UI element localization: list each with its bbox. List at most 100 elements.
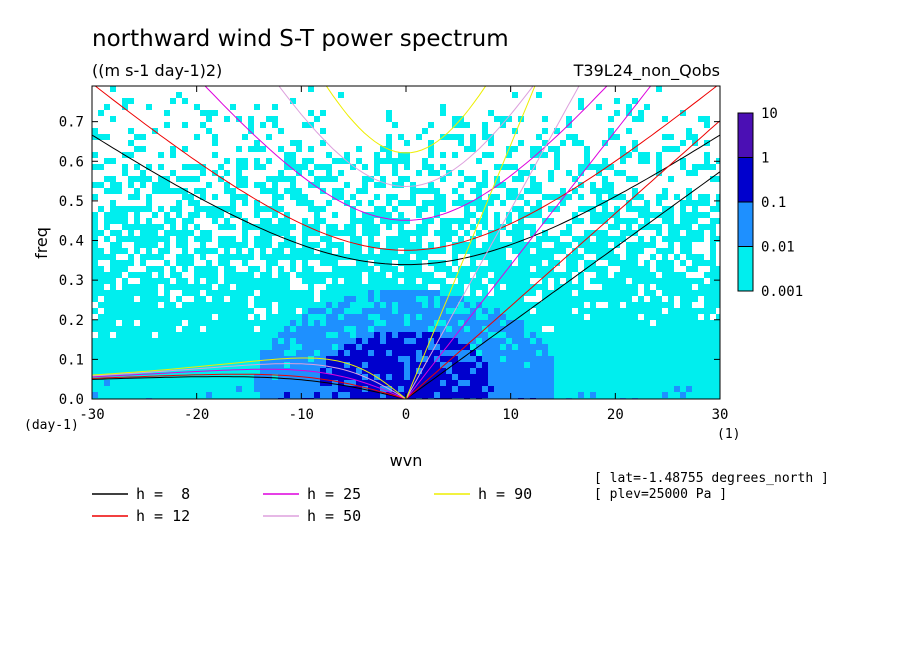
power-cell <box>422 128 428 134</box>
power-cell <box>614 236 620 242</box>
power-cell <box>518 344 524 350</box>
power-cell <box>710 164 716 170</box>
power-cell <box>608 164 614 170</box>
power-cell <box>416 242 422 248</box>
power-cell <box>710 374 716 380</box>
power-cell <box>248 254 254 260</box>
power-cell <box>458 308 464 314</box>
power-cell <box>674 224 680 230</box>
power-cell <box>446 230 452 236</box>
power-cell <box>410 302 416 308</box>
power-cell <box>308 248 314 254</box>
power-cell <box>242 356 248 362</box>
power-cell <box>626 266 632 272</box>
inertia-gravity-curve-h12 <box>94 86 718 251</box>
power-cell <box>620 386 626 392</box>
power-cell <box>404 362 410 368</box>
power-cell <box>326 176 332 182</box>
power-cell <box>422 368 428 374</box>
power-cell <box>524 374 530 380</box>
power-cell <box>380 302 386 308</box>
power-cell <box>194 302 200 308</box>
power-cell <box>272 320 278 326</box>
power-cell <box>602 338 608 344</box>
power-cell <box>332 344 338 350</box>
power-cell <box>596 386 602 392</box>
power-cell <box>350 392 356 398</box>
power-cell <box>272 212 278 218</box>
power-cell <box>290 380 296 386</box>
power-cell <box>416 338 422 344</box>
power-cell <box>482 224 488 230</box>
power-cell <box>578 290 584 296</box>
power-cell <box>188 200 194 206</box>
power-cell <box>572 350 578 356</box>
power-cell <box>320 368 326 374</box>
power-cell <box>98 254 104 260</box>
power-cell <box>98 332 104 338</box>
power-cell <box>290 332 296 338</box>
power-cell <box>188 164 194 170</box>
power-cell <box>254 278 260 284</box>
power-cell <box>146 338 152 344</box>
power-cell <box>182 302 188 308</box>
power-cell <box>356 146 362 152</box>
power-cell <box>446 332 452 338</box>
power-cell <box>398 350 404 356</box>
power-cell <box>134 290 140 296</box>
power-cell <box>158 266 164 272</box>
power-cell <box>170 272 176 278</box>
power-cell <box>668 236 674 242</box>
power-cell <box>236 158 242 164</box>
power-cell <box>128 260 134 266</box>
power-cell <box>446 134 452 140</box>
power-cell <box>146 290 152 296</box>
power-cell <box>224 350 230 356</box>
power-cell <box>170 320 176 326</box>
power-cell <box>188 380 194 386</box>
power-cell <box>650 236 656 242</box>
power-cell <box>128 140 134 146</box>
power-cell <box>614 260 620 266</box>
power-cell <box>530 350 536 356</box>
power-cell <box>104 332 110 338</box>
power-cell <box>320 272 326 278</box>
power-cell <box>92 320 98 326</box>
power-cell <box>206 392 212 398</box>
power-cell <box>236 194 242 200</box>
power-cell <box>134 326 140 332</box>
power-cell <box>362 224 368 230</box>
power-cell <box>638 194 644 200</box>
power-cell <box>404 356 410 362</box>
power-cell <box>320 296 326 302</box>
power-cell <box>572 248 578 254</box>
power-cell <box>704 350 710 356</box>
power-cell <box>218 320 224 326</box>
kelvin-curve-h8 <box>405 171 720 399</box>
power-cell <box>140 392 146 398</box>
power-cell <box>404 320 410 326</box>
power-cell <box>182 248 188 254</box>
power-cell <box>236 362 242 368</box>
power-cell <box>242 308 248 314</box>
power-cell <box>470 380 476 386</box>
power-cell <box>392 206 398 212</box>
power-cell <box>104 272 110 278</box>
power-cell <box>662 134 668 140</box>
power-cell <box>536 182 542 188</box>
power-cell <box>134 146 140 152</box>
power-cell <box>482 242 488 248</box>
power-cell <box>206 110 212 116</box>
power-cell <box>548 374 554 380</box>
power-cell <box>200 206 206 212</box>
power-cell <box>644 266 650 272</box>
power-cell <box>662 212 668 218</box>
power-cell <box>668 356 674 362</box>
power-cell <box>260 218 266 224</box>
power-cell <box>398 176 404 182</box>
power-cell <box>578 272 584 278</box>
power-cell <box>602 344 608 350</box>
power-cell <box>134 272 140 278</box>
power-cell <box>92 242 98 248</box>
